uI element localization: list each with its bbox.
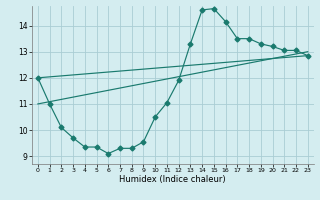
X-axis label: Humidex (Indice chaleur): Humidex (Indice chaleur)	[119, 175, 226, 184]
